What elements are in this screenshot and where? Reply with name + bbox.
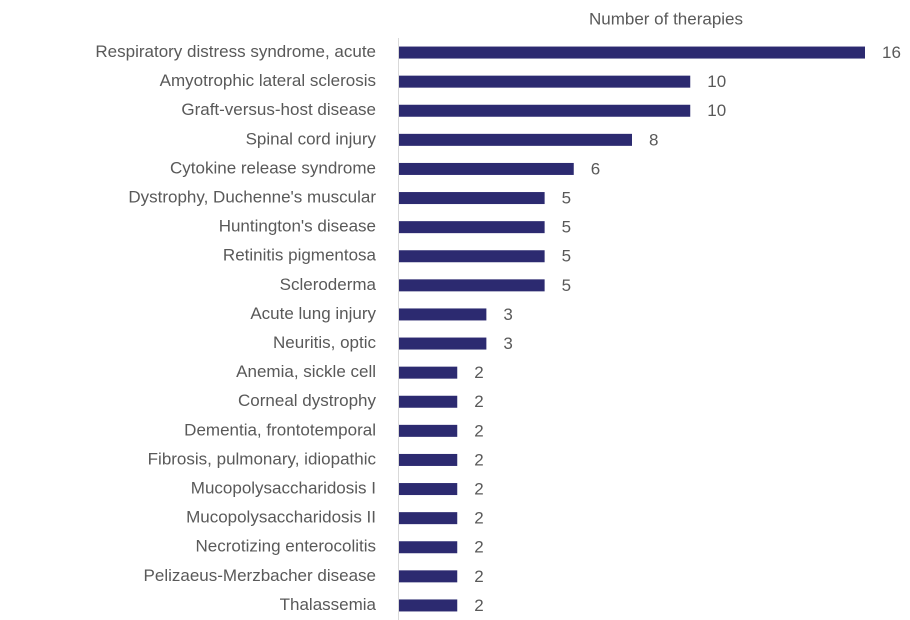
- data-label: 8: [649, 130, 658, 149]
- y-tick-label: Necrotizing enterocolitis: [196, 537, 376, 556]
- y-tick-label: Respiratory distress syndrome, acute: [95, 42, 376, 61]
- data-label: 6: [591, 159, 600, 178]
- data-label: 2: [474, 480, 483, 499]
- y-tick-label: Spinal cord injury: [246, 129, 377, 148]
- data-label: 5: [562, 189, 571, 208]
- data-label: 5: [562, 276, 571, 295]
- bar: [399, 46, 865, 59]
- bar: [399, 483, 458, 496]
- y-tick-label: Cytokine release syndrome: [170, 158, 376, 177]
- data-label: 2: [474, 596, 483, 615]
- bar: [399, 250, 545, 263]
- bar: [399, 221, 545, 234]
- y-tick-label: Mucopolysaccharidosis II: [186, 508, 376, 527]
- y-tick-label: Huntington's disease: [219, 217, 376, 236]
- bar: [399, 599, 458, 612]
- y-tick-label: Dystrophy, Duchenne's muscular: [128, 188, 376, 207]
- data-label: 5: [562, 247, 571, 266]
- data-label: 2: [474, 538, 483, 557]
- bar: [399, 424, 458, 437]
- data-label: 2: [474, 567, 483, 586]
- bar: [399, 192, 545, 205]
- y-tick-label: Neuritis, optic: [273, 333, 376, 352]
- data-label: 2: [474, 421, 483, 440]
- data-label: 2: [474, 450, 483, 469]
- data-label: 16: [882, 43, 901, 62]
- y-tick-label: Fibrosis, pulmonary, idiopathic: [148, 449, 377, 468]
- bar: [399, 395, 458, 408]
- bar: [399, 133, 632, 146]
- data-label: 2: [474, 363, 483, 382]
- y-tick-label: Anemia, sickle cell: [236, 362, 376, 381]
- data-label: 2: [474, 392, 483, 411]
- y-tick-label: Scleroderma: [280, 275, 377, 294]
- bar: [399, 541, 458, 554]
- bar: [399, 162, 574, 175]
- bar: [399, 453, 458, 466]
- data-label: 3: [503, 305, 512, 324]
- y-tick-label: Acute lung injury: [250, 304, 376, 323]
- y-tick-label: Mucopolysaccharidosis I: [191, 479, 376, 498]
- y-tick-label: Corneal dystrophy: [238, 391, 376, 410]
- bar: [399, 279, 545, 292]
- bar: [399, 570, 458, 583]
- y-tick-label: Graft-versus-host disease: [181, 100, 376, 119]
- bar: [399, 308, 487, 321]
- y-tick-label: Dementia, frontotemporal: [184, 420, 376, 439]
- data-label: 10: [707, 72, 726, 91]
- y-tick-label: Pelizaeus-Merzbacher disease: [144, 566, 376, 585]
- bar: [399, 337, 487, 350]
- bar: [399, 512, 458, 525]
- data-label: 5: [562, 218, 571, 237]
- bar: [399, 75, 691, 88]
- y-tick-label: Retinitis pigmentosa: [223, 246, 377, 265]
- bar: [399, 366, 458, 379]
- data-label: 10: [707, 101, 726, 120]
- y-tick-label: Amyotrophic lateral sclerosis: [160, 71, 376, 90]
- data-label: 3: [503, 334, 512, 353]
- bar: [399, 104, 691, 117]
- y-tick-label: Thalassemia: [280, 595, 377, 614]
- data-label: 2: [474, 509, 483, 528]
- axis-title: Number of therapies: [589, 9, 743, 28]
